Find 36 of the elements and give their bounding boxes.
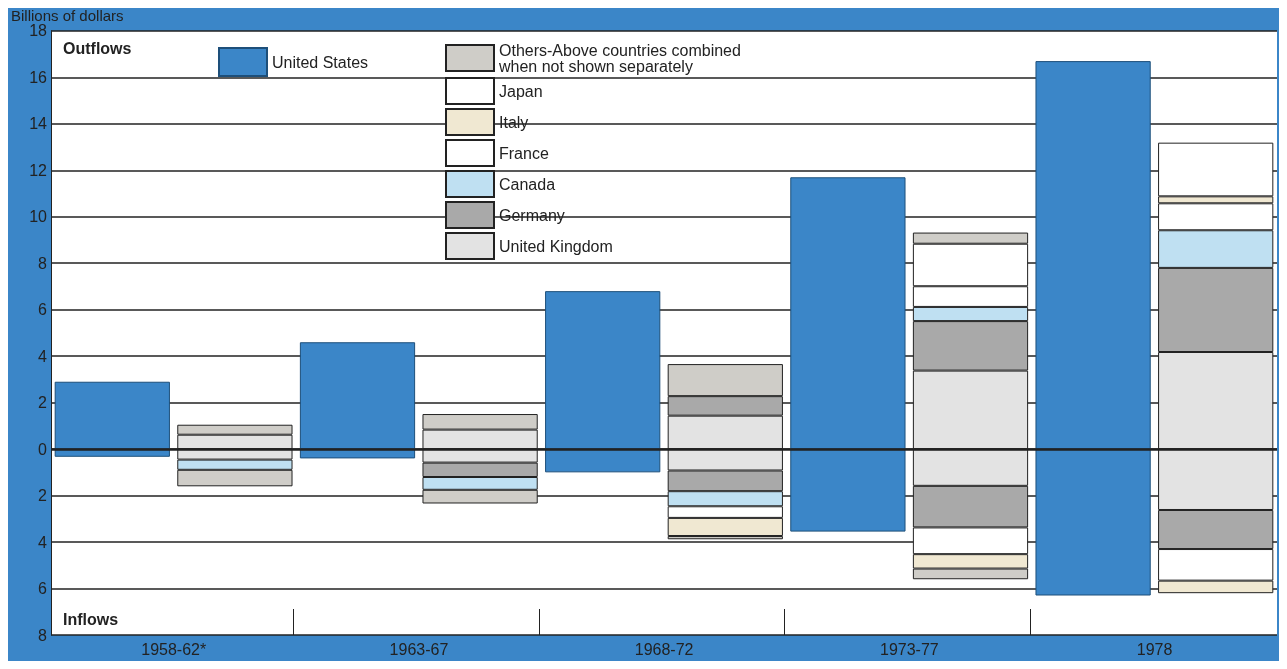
y-tick-label: 18	[29, 22, 48, 40]
x-tick-label: 1963-67	[389, 640, 449, 658]
y-tick-label: 2	[38, 394, 48, 412]
x-tick-label: 1978	[1136, 640, 1173, 658]
annotation: Outflows	[63, 39, 132, 57]
bar	[299, 342, 416, 450]
y-axis-title: Billions of dollars	[11, 7, 124, 24]
bar	[1035, 449, 1151, 596]
y-tick-label: 0	[38, 440, 48, 458]
y-tick-label: 6	[38, 580, 48, 598]
y-tick-label: 2	[38, 487, 48, 505]
y-tick-label: 14	[29, 115, 48, 133]
x-tick-label: 1973-77	[879, 640, 939, 658]
bar	[545, 291, 661, 450]
y-tick-label: 8	[38, 254, 48, 272]
legend-label: Canada	[499, 175, 556, 193]
y-tick-label: 16	[29, 68, 48, 86]
bar	[545, 449, 661, 473]
y-tick-label: 8	[38, 626, 48, 644]
legend-label: United States	[272, 53, 369, 71]
annotation: Inflows	[63, 610, 119, 628]
legend-label: Japan	[499, 82, 543, 100]
legend-label: Others-Above countries combined when not shown separately	[498, 41, 746, 75]
bar	[790, 177, 906, 450]
bar	[790, 449, 906, 532]
bar	[54, 381, 170, 450]
y-tick-label: 12	[29, 161, 48, 179]
x-tick-label: 1958-62*	[141, 640, 207, 658]
y-tick-label: 4	[38, 533, 48, 551]
bar	[1035, 61, 1151, 450]
y-tick-label: 10	[29, 208, 48, 226]
legend-label: United Kingdom	[499, 237, 613, 255]
x-tick-label: 1968-72	[634, 640, 694, 658]
y-tick-label: 6	[38, 301, 48, 319]
legend-label: France	[499, 144, 549, 162]
y-tick-label: 4	[38, 347, 48, 365]
